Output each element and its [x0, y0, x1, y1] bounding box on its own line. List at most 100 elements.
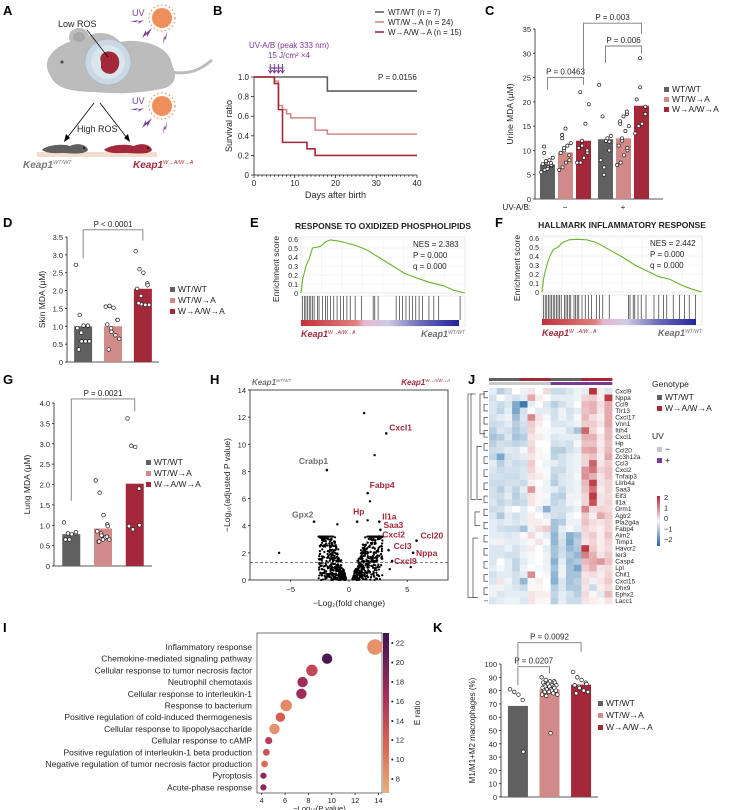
heatmap-cell: [504, 597, 513, 605]
heatmap-cell: [550, 545, 559, 552]
scale-tick-label: 1: [664, 504, 668, 513]
y-axis-label: Skin MDA (μM): [37, 271, 47, 328]
heatmap-cell: [489, 532, 497, 539]
y-axis-label: M1/M1+M2 macrophages (%): [468, 677, 477, 783]
heatmap-cell: [573, 571, 582, 579]
heatmap-cell: [535, 499, 544, 507]
panel-label-j: J: [468, 372, 475, 387]
heatmap-cell: [596, 571, 605, 579]
heatmap-cell: [512, 577, 520, 585]
heatmap-cell: [504, 564, 513, 572]
y-tick-label: 0.6: [288, 237, 298, 244]
gene-point: [355, 578, 358, 581]
gene-point: [339, 572, 342, 575]
heatmap-cell: [596, 591, 605, 598]
go-term-label: Pyroptosis: [212, 771, 252, 781]
legend-label: W→A/W→A: [178, 306, 225, 316]
gene-point: [329, 557, 332, 560]
comparison-bracket: [82, 229, 144, 259]
high-ros-label: High ROS: [77, 124, 118, 134]
heatmap-cell: [519, 558, 528, 566]
gene-name: Keap1: [421, 329, 448, 339]
gene-point: [381, 574, 384, 577]
y-tick-label: 1.0: [53, 322, 63, 331]
heatmap-cell: [496, 597, 505, 605]
heatmap-cell: [581, 446, 590, 454]
heatmap-cell: [512, 591, 520, 598]
heatmap-cell: [581, 433, 590, 441]
heatmap-cell: [589, 499, 597, 507]
gene-point: [326, 556, 329, 559]
x-tick-label: 12: [351, 796, 359, 805]
y-tick-label: 60: [489, 713, 497, 722]
heatmap-cell: [596, 479, 605, 487]
heatmap-cell: [489, 388, 497, 395]
labeled-gene-point: [325, 468, 329, 472]
legend-label: W→A/W→A: [154, 479, 201, 489]
heatmap-cell: [512, 505, 520, 513]
heatmap-cell: [489, 551, 497, 559]
y-tick-label: 0: [46, 562, 50, 571]
heatmap-cell: [542, 519, 551, 526]
heatmap-cell: [519, 440, 528, 448]
heatmap-cell: [558, 577, 567, 585]
gene-point: [324, 575, 327, 579]
x-tick-label: 6: [283, 796, 287, 805]
gene-point: [373, 567, 377, 570]
gene-point: [329, 569, 332, 573]
heatmap-cell: [604, 394, 613, 402]
gene-point: [380, 547, 384, 551]
heatmap-cell: [573, 420, 582, 428]
heatmap-cell: [535, 558, 544, 566]
x-tick-label: −5: [286, 585, 295, 594]
heatmap-cell: [496, 545, 505, 552]
y-tick-label: 15: [523, 122, 531, 131]
heatmap-cell: [527, 453, 536, 461]
heatmap-cell: [527, 532, 536, 539]
uv-annotation-cell: [519, 382, 528, 385]
gene-label-hp: Hp: [353, 507, 364, 517]
heatmap-cell: [496, 388, 505, 395]
y-tick-label: 100: [484, 660, 497, 669]
heatmap-cell: [558, 584, 567, 592]
gene-point: [362, 561, 365, 564]
y-tick-label: 0.1: [529, 281, 539, 288]
data-point: [79, 330, 84, 335]
gene-row-label: Casp4: [615, 559, 634, 566]
labeled-gene-point: [411, 551, 415, 555]
gene-point: [324, 535, 327, 538]
gene-point: [375, 556, 379, 560]
heatmap-cell: [527, 538, 536, 546]
labeled-gene-point: [355, 520, 359, 523]
gene-point: [372, 570, 375, 574]
gene-point: [331, 544, 335, 547]
heatmap-cell: [589, 453, 597, 461]
heatmap-cell: [519, 577, 528, 585]
gene-point: [366, 555, 369, 558]
gene-point: [324, 540, 327, 543]
uv-annotation: UV-A/B (peak 333 nm): [249, 41, 329, 50]
comparison-1-bracket: [517, 642, 582, 666]
data-point: [136, 300, 141, 306]
heatmap-cell: [558, 512, 567, 520]
comparison-0-bracket: [547, 77, 584, 90]
gene-label-ccl20: Ccl20: [421, 531, 444, 541]
dendrogram-branch: [483, 404, 488, 412]
heatmap-cell: [496, 591, 505, 598]
heatmap-cell: [542, 414, 551, 421]
heatmap-cell: [535, 414, 544, 421]
heatmap-cell: [535, 532, 544, 539]
bubble-11: [260, 772, 267, 779]
data-point: [111, 305, 116, 310]
data-point: [87, 339, 92, 344]
heatmap-cell: [512, 401, 520, 408]
heatmap-cell: [566, 407, 574, 415]
heatmap-cell: [596, 473, 605, 480]
data-point: [563, 126, 568, 131]
legend-swatch: [146, 460, 151, 465]
gene-point: [358, 561, 361, 564]
gene-point: [327, 538, 330, 541]
gene-point: [352, 575, 355, 578]
y-tick-label: 0: [493, 793, 497, 802]
legend-label: WT/W→A: [178, 295, 216, 305]
